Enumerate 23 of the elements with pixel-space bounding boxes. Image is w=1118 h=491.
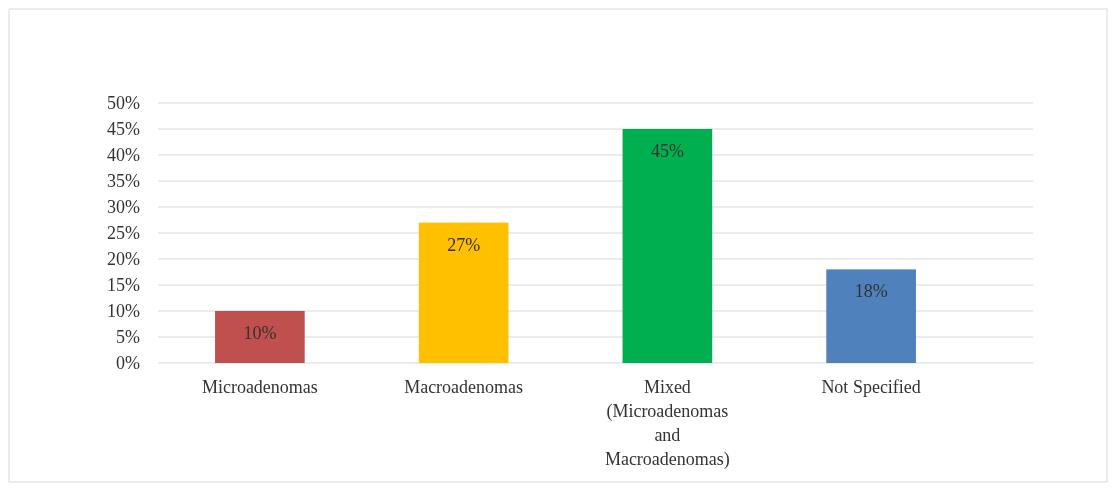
data-label: 27% xyxy=(447,234,481,255)
x-tick-label: Not Specified xyxy=(821,377,921,397)
y-tick-label: 45% xyxy=(107,119,140,140)
y-tick-label: 0% xyxy=(116,353,140,374)
x-tick-label: Mixed (Microadenomas and Macroadenomas) xyxy=(604,377,730,470)
x-tick-label: Macroadenomas xyxy=(404,377,524,397)
bar xyxy=(622,129,713,363)
y-tick-label: 40% xyxy=(107,145,140,166)
y-tick-label: 10% xyxy=(107,301,140,322)
data-label: 10% xyxy=(243,323,277,343)
bar xyxy=(215,311,305,363)
bar xyxy=(826,269,916,363)
y-tick-label: 30% xyxy=(107,197,140,218)
x-tick-label: Microadenomas xyxy=(201,377,318,397)
y-tick-label: 20% xyxy=(107,249,140,270)
y-tick-label: 50% xyxy=(107,93,140,114)
y-tick-label: 15% xyxy=(107,275,140,296)
y-tick-label: 25% xyxy=(107,223,140,244)
bar xyxy=(418,222,509,363)
data-label: 45% xyxy=(650,141,684,161)
y-tick-label: 5% xyxy=(116,327,140,348)
y-tick-label: 35% xyxy=(107,171,140,192)
data-label: 18% xyxy=(854,281,888,302)
